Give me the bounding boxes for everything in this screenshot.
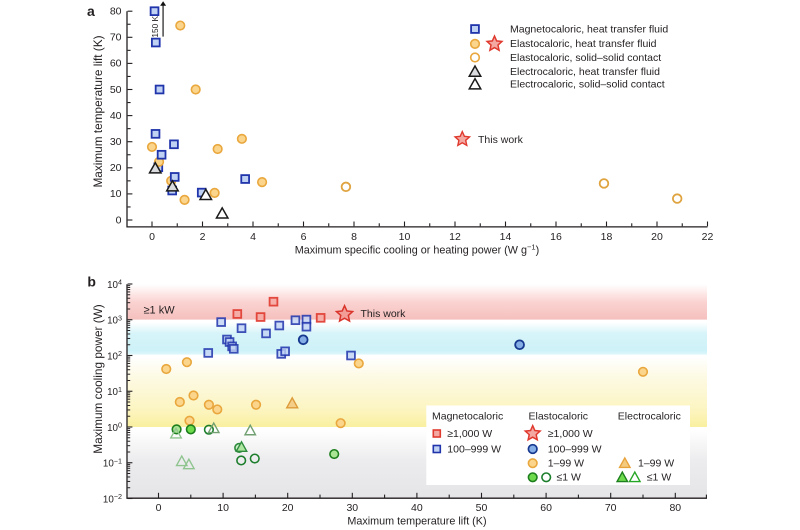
svg-text:a: a — [87, 3, 95, 19]
svg-text:Elastocaloric: Elastocaloric — [529, 411, 589, 423]
svg-text:Magnetocaloric: Magnetocaloric — [432, 411, 503, 423]
svg-text:100–999 W: 100–999 W — [548, 443, 602, 455]
svg-text:This work: This work — [478, 134, 524, 146]
svg-text:Maximum specific cooling or he: Maximum specific cooling or heating powe… — [295, 242, 540, 257]
svg-text:30: 30 — [346, 502, 358, 514]
svg-text:16: 16 — [550, 231, 562, 243]
svg-text:≥1,000 W: ≥1,000 W — [548, 428, 593, 440]
svg-text:0: 0 — [156, 502, 162, 514]
svg-text:This work: This work — [361, 308, 407, 320]
svg-text:22: 22 — [702, 231, 714, 243]
svg-text:40: 40 — [110, 110, 122, 122]
svg-text:b: b — [87, 274, 96, 290]
svg-text:10: 10 — [399, 231, 411, 243]
svg-text:2: 2 — [200, 231, 206, 243]
svg-text:8: 8 — [351, 231, 357, 243]
svg-text:20: 20 — [651, 231, 663, 243]
svg-text:≥1,000 W: ≥1,000 W — [447, 428, 492, 440]
svg-text:80: 80 — [669, 502, 681, 514]
svg-text:40: 40 — [411, 502, 423, 514]
svg-text:Electrocaloric: Electrocaloric — [618, 411, 681, 423]
svg-text:50: 50 — [110, 84, 122, 96]
svg-text:≤1 W: ≤1 W — [557, 472, 582, 484]
svg-text:0: 0 — [149, 231, 155, 243]
svg-text:70: 70 — [110, 32, 122, 44]
svg-text:20: 20 — [282, 502, 294, 514]
svg-text:Maximum temperature lift (K): Maximum temperature lift (K) — [347, 516, 486, 528]
svg-text:Electrocaloric, heat transfer: Electrocaloric, heat transfer fluid — [510, 66, 660, 78]
svg-text:60: 60 — [540, 502, 552, 514]
svg-text:≥1 kW: ≥1 kW — [144, 305, 176, 317]
svg-text:150 K: 150 K — [150, 15, 160, 37]
svg-text:60: 60 — [110, 58, 122, 70]
svg-text:70: 70 — [605, 502, 617, 514]
svg-text:50: 50 — [476, 502, 488, 514]
svg-text:0: 0 — [116, 214, 122, 226]
svg-text:20: 20 — [110, 162, 122, 174]
svg-text:80: 80 — [110, 6, 122, 18]
svg-text:Elastocaloric, heat transfer f: Elastocaloric, heat transfer fluid — [510, 38, 657, 50]
svg-text:10: 10 — [217, 502, 229, 514]
svg-text:≤1 W: ≤1 W — [647, 472, 672, 484]
svg-text:10: 10 — [110, 188, 122, 200]
svg-text:6: 6 — [301, 231, 307, 243]
svg-text:14: 14 — [500, 231, 512, 243]
svg-text:4: 4 — [250, 231, 256, 243]
svg-text:18: 18 — [601, 231, 613, 243]
svg-text:Electrocaloric, solid–solid co: Electrocaloric, solid–solid contact — [510, 79, 665, 91]
svg-text:Elastocaloric, solid–solid con: Elastocaloric, solid–solid contact — [510, 52, 661, 64]
svg-text:100–999 W: 100–999 W — [447, 443, 501, 455]
svg-text:Maximum cooling power (W): Maximum cooling power (W) — [91, 304, 105, 454]
svg-text:30: 30 — [110, 136, 122, 148]
svg-text:12: 12 — [449, 231, 461, 243]
svg-text:1–99 W: 1–99 W — [638, 458, 674, 470]
svg-text:Maximum temperature lift (K): Maximum temperature lift (K) — [91, 35, 105, 187]
svg-text:1–99 W: 1–99 W — [548, 458, 584, 470]
svg-text:Magnetocaloric, heat transfer: Magnetocaloric, heat transfer fluid — [510, 23, 668, 35]
